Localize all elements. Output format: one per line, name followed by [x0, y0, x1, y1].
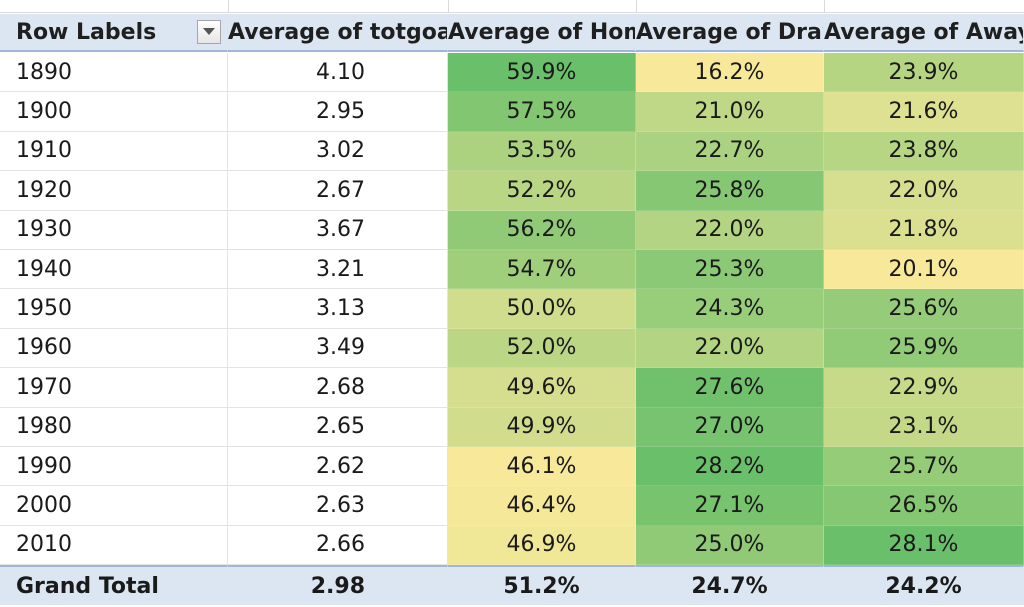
cell-home[interactable]: 57.5%	[448, 92, 636, 132]
row-label[interactable]: 2010	[0, 525, 228, 566]
cell-draw[interactable]: 22.0%	[636, 210, 824, 250]
cell-home[interactable]: 56.2%	[448, 210, 636, 250]
row-label[interactable]: 1990	[0, 447, 228, 487]
cell-draw[interactable]: 24.3%	[636, 289, 824, 329]
table-row: 1940 3.21 54.7% 25.3% 20.1%	[0, 250, 1024, 290]
cell-draw[interactable]: 28.2%	[636, 447, 824, 487]
table-row: 1980 2.65 49.9% 27.0% 23.1%	[0, 407, 1024, 447]
column-divider	[636, 0, 637, 12]
cell-away[interactable]: 28.1%	[824, 525, 1024, 566]
row-label[interactable]: 1960	[0, 328, 228, 369]
cell-away[interactable]: 22.0%	[824, 171, 1024, 211]
header-avg-draw[interactable]: Average of Draw	[636, 14, 824, 52]
cell-away[interactable]: 22.9%	[824, 368, 1024, 408]
cell-draw[interactable]: 22.0%	[636, 328, 824, 369]
cell-draw[interactable]: 27.0%	[636, 407, 824, 447]
grand-total-away[interactable]: 24.2%	[824, 565, 1024, 605]
cell-away[interactable]: 25.9%	[824, 328, 1024, 369]
table-row: 2010 2.66 46.9% 25.0% 28.1%	[0, 525, 1024, 566]
cell-totgoal[interactable]: 3.67	[228, 210, 448, 250]
row-label[interactable]: 1950	[0, 289, 228, 329]
cell-away[interactable]: 25.7%	[824, 447, 1024, 487]
table-row: 1950 3.13 50.0% 24.3% 25.6%	[0, 289, 1024, 329]
cell-away[interactable]: 20.1%	[824, 250, 1024, 290]
cell-home[interactable]: 46.9%	[448, 525, 636, 566]
grand-total-totgoal[interactable]: 2.98	[228, 565, 448, 605]
cell-totgoal[interactable]: 2.62	[228, 447, 448, 487]
row-label[interactable]: 2000	[0, 486, 228, 526]
row-label[interactable]: 1900	[0, 92, 228, 132]
cell-draw[interactable]: 25.8%	[636, 171, 824, 211]
table-row: 1960 3.49 52.0% 22.0% 25.9%	[0, 328, 1024, 369]
cell-home[interactable]: 49.6%	[448, 368, 636, 408]
column-divider	[824, 0, 825, 12]
filter-dropdown-icon[interactable]	[197, 20, 221, 44]
pivot-header-row: Row Labels Average of totgoal Average of…	[0, 14, 1024, 52]
cell-away[interactable]: 23.1%	[824, 407, 1024, 447]
header-row-labels-text: Row Labels	[16, 19, 157, 45]
row-label[interactable]: 1920	[0, 171, 228, 211]
cell-totgoal[interactable]: 4.10	[228, 53, 448, 93]
cell-totgoal[interactable]: 2.65	[228, 407, 448, 447]
cell-totgoal[interactable]: 3.21	[228, 250, 448, 290]
grand-total-label[interactable]: Grand Total	[0, 565, 228, 605]
cell-away[interactable]: 23.9%	[824, 53, 1024, 93]
cell-home[interactable]: 52.0%	[448, 328, 636, 369]
cell-totgoal[interactable]: 2.68	[228, 368, 448, 408]
grand-total-home[interactable]: 51.2%	[448, 565, 636, 605]
table-row: 1910 3.02 53.5% 22.7% 23.8%	[0, 131, 1024, 172]
cell-home[interactable]: 46.1%	[448, 447, 636, 487]
cell-draw[interactable]: 22.7%	[636, 131, 824, 172]
column-header-strip	[0, 0, 1024, 13]
cell-away[interactable]: 21.6%	[824, 92, 1024, 132]
cell-draw[interactable]: 27.1%	[636, 486, 824, 526]
cell-totgoal[interactable]: 2.95	[228, 92, 448, 132]
header-avg-totgoal[interactable]: Average of totgoal	[228, 14, 448, 52]
cell-draw[interactable]: 27.6%	[636, 368, 824, 408]
cell-away[interactable]: 25.6%	[824, 289, 1024, 329]
row-label[interactable]: 1910	[0, 131, 228, 172]
row-label[interactable]: 1890	[0, 53, 228, 93]
cell-totgoal[interactable]: 2.66	[228, 525, 448, 566]
header-avg-away[interactable]: Average of Away	[824, 14, 1024, 52]
column-divider	[448, 0, 449, 12]
cell-home[interactable]: 50.0%	[448, 289, 636, 329]
cell-home[interactable]: 54.7%	[448, 250, 636, 290]
header-row-labels[interactable]: Row Labels	[0, 14, 228, 52]
cell-home[interactable]: 52.2%	[448, 171, 636, 211]
cell-totgoal[interactable]: 3.02	[228, 131, 448, 172]
cell-home[interactable]: 46.4%	[448, 486, 636, 526]
cell-draw[interactable]: 16.2%	[636, 53, 824, 93]
cell-away[interactable]: 21.8%	[824, 210, 1024, 250]
cell-home[interactable]: 49.9%	[448, 407, 636, 447]
table-row: 1920 2.67 52.2% 25.8% 22.0%	[0, 171, 1024, 211]
row-label[interactable]: 1930	[0, 210, 228, 250]
table-row: 1890 4.10 59.9% 16.2% 23.9%	[0, 53, 1024, 93]
cell-totgoal[interactable]: 2.63	[228, 486, 448, 526]
grand-total-row: Grand Total 2.98 51.2% 24.7% 24.2%	[0, 565, 1024, 605]
cell-draw[interactable]: 25.0%	[636, 525, 824, 566]
table-row: 1970 2.68 49.6% 27.6% 22.9%	[0, 368, 1024, 408]
table-row: 1900 2.95 57.5% 21.0% 21.6%	[0, 92, 1024, 132]
cell-home[interactable]: 59.9%	[448, 53, 636, 93]
cell-away[interactable]: 26.5%	[824, 486, 1024, 526]
cell-draw[interactable]: 21.0%	[636, 92, 824, 132]
cell-totgoal[interactable]: 3.49	[228, 328, 448, 369]
table-row: 2000 2.63 46.4% 27.1% 26.5%	[0, 486, 1024, 526]
cell-home[interactable]: 53.5%	[448, 131, 636, 172]
cell-totgoal[interactable]: 3.13	[228, 289, 448, 329]
cell-draw[interactable]: 25.3%	[636, 250, 824, 290]
row-label[interactable]: 1940	[0, 250, 228, 290]
table-row: 1930 3.67 56.2% 22.0% 21.8%	[0, 210, 1024, 250]
row-label[interactable]: 1970	[0, 368, 228, 408]
cell-away[interactable]: 23.8%	[824, 131, 1024, 172]
table-row: 1990 2.62 46.1% 28.2% 25.7%	[0, 447, 1024, 487]
grand-total-draw[interactable]: 24.7%	[636, 565, 824, 605]
header-avg-home[interactable]: Average of Home	[448, 14, 636, 52]
cell-totgoal[interactable]: 2.67	[228, 171, 448, 211]
row-label[interactable]: 1980	[0, 407, 228, 447]
column-divider	[228, 0, 229, 12]
